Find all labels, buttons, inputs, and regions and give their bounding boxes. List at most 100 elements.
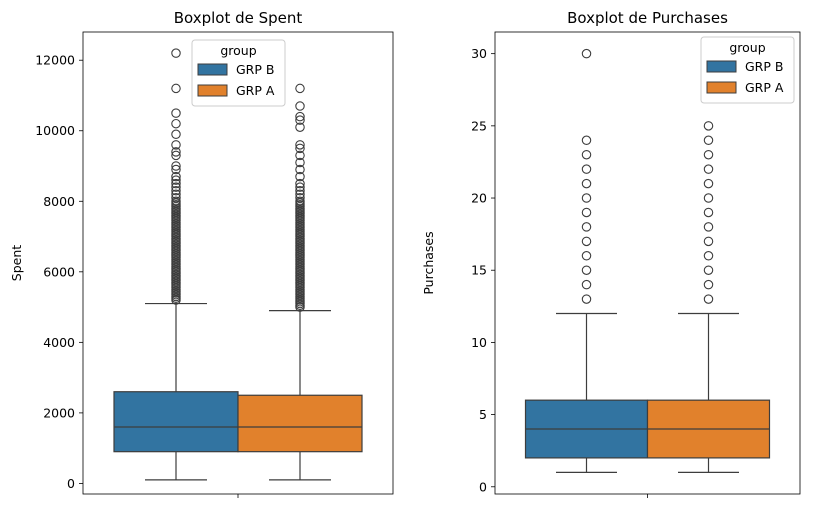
outlier-point — [295, 185, 305, 196]
legend-entry: GRP A — [236, 83, 275, 98]
outlier-point — [295, 182, 305, 192]
chart-panel-2: Boxplot de Purchases Purchases 0 5 10 15 20 25 3… — [421, 9, 801, 498]
y-tick-label: 12000 — [35, 53, 75, 68]
y-tick-label: 30 — [471, 46, 487, 61]
outlier-point — [171, 196, 181, 207]
legend-title: group — [729, 40, 765, 55]
outlier-point — [295, 157, 305, 168]
outlier-point — [581, 236, 592, 247]
outlier-point — [581, 279, 592, 290]
outlier-point — [171, 108, 181, 118]
outlier-point — [295, 171, 305, 182]
y-tick-label: 15 — [471, 263, 487, 278]
outlier-point — [581, 149, 592, 160]
outlier-point — [171, 83, 181, 94]
box-series-grp-b — [524, 48, 649, 473]
outlier-point — [703, 135, 714, 146]
legend-swatch — [706, 81, 737, 94]
outlier-point — [295, 111, 305, 122]
legend-entry: GRP A — [745, 80, 784, 95]
outlier-point — [295, 193, 305, 203]
outlier-point — [703, 294, 714, 304]
outlier-point — [581, 178, 592, 189]
outlier-point — [295, 150, 305, 161]
outlier-point — [171, 189, 181, 199]
chart-panel-1: Boxplot de Spent Spent 0 2000 4000 6000 8000 10… — [9, 9, 394, 498]
outlier-point — [703, 178, 714, 189]
y-tick-label: 10000 — [35, 123, 75, 138]
y-tick-label: 0 — [479, 479, 487, 494]
outlier-point — [295, 189, 305, 199]
outlier-point — [295, 143, 305, 154]
outlier-point — [295, 178, 305, 189]
outlier-point — [581, 207, 592, 218]
outlier-point — [295, 101, 305, 111]
y-tick-label: 25 — [471, 118, 487, 133]
legend-swatch — [706, 60, 737, 73]
legend-entry: GRP B — [236, 62, 274, 77]
outlier-point — [581, 251, 592, 261]
outlier-point — [171, 147, 181, 157]
outlier-point — [581, 294, 592, 304]
legend-swatch — [197, 84, 228, 97]
y-tick-label: 20 — [471, 191, 487, 206]
outlier-point — [581, 265, 592, 275]
outlier-point — [171, 182, 181, 192]
outlier-point — [295, 83, 305, 94]
y-axis-label: Purchases — [421, 231, 436, 294]
outlier-point — [581, 48, 592, 59]
y-tick-label: 2000 — [43, 405, 75, 420]
outlier-point — [171, 140, 181, 150]
outlier-point — [703, 279, 714, 290]
legend: group GRP B GRP A — [191, 39, 286, 107]
outlier-point — [171, 129, 181, 140]
outlier-point — [703, 236, 714, 247]
legend: group GRP B GRP A — [700, 36, 795, 104]
outlier-point — [295, 122, 305, 132]
outlier-point — [171, 178, 181, 189]
box-series-grp-a — [237, 83, 363, 481]
outlier-point — [703, 149, 714, 160]
outlier-point — [171, 185, 181, 196]
outlier-point — [295, 164, 305, 175]
chart-title: Boxplot de Purchases — [567, 9, 728, 27]
box-series-grp-b — [113, 48, 239, 481]
outlier-point — [703, 265, 714, 275]
outlier-point — [295, 115, 305, 125]
outlier-point — [581, 135, 592, 146]
outlier-point — [171, 175, 181, 185]
y-tick-label: 5 — [479, 407, 487, 422]
box-iqr — [113, 391, 239, 453]
outlier-point — [703, 222, 714, 232]
legend-swatch — [197, 63, 228, 76]
outlier-point — [703, 207, 714, 218]
outlier-point — [703, 164, 714, 174]
outlier-point — [703, 251, 714, 261]
y-tick-label: 4000 — [43, 335, 75, 350]
outlier-point — [581, 164, 592, 174]
outlier-point — [171, 164, 181, 175]
box-series-grp-a — [646, 121, 771, 473]
box-iqr — [237, 394, 363, 453]
outlier-point — [295, 140, 305, 150]
outlier-point — [581, 193, 592, 203]
y-axis-label: Spent — [9, 245, 24, 281]
outlier-point — [171, 171, 181, 182]
outlier-point — [581, 222, 592, 232]
y-tick-label: 6000 — [43, 264, 75, 279]
outlier-point — [171, 48, 181, 58]
y-tick-label: 8000 — [43, 194, 75, 209]
outlier-point — [295, 196, 305, 207]
legend-title: group — [220, 43, 256, 58]
y-tick-label: 10 — [471, 335, 487, 350]
chart-title: Boxplot de Spent — [174, 9, 303, 27]
legend-entry: GRP B — [745, 59, 783, 74]
outlier-point — [703, 121, 714, 131]
outlier-point — [171, 118, 181, 129]
outlier-point — [171, 193, 181, 203]
y-tick-label: 0 — [67, 476, 75, 491]
outlier-point — [703, 193, 714, 203]
outlier-point — [171, 150, 181, 161]
outlier-point — [171, 161, 181, 171]
